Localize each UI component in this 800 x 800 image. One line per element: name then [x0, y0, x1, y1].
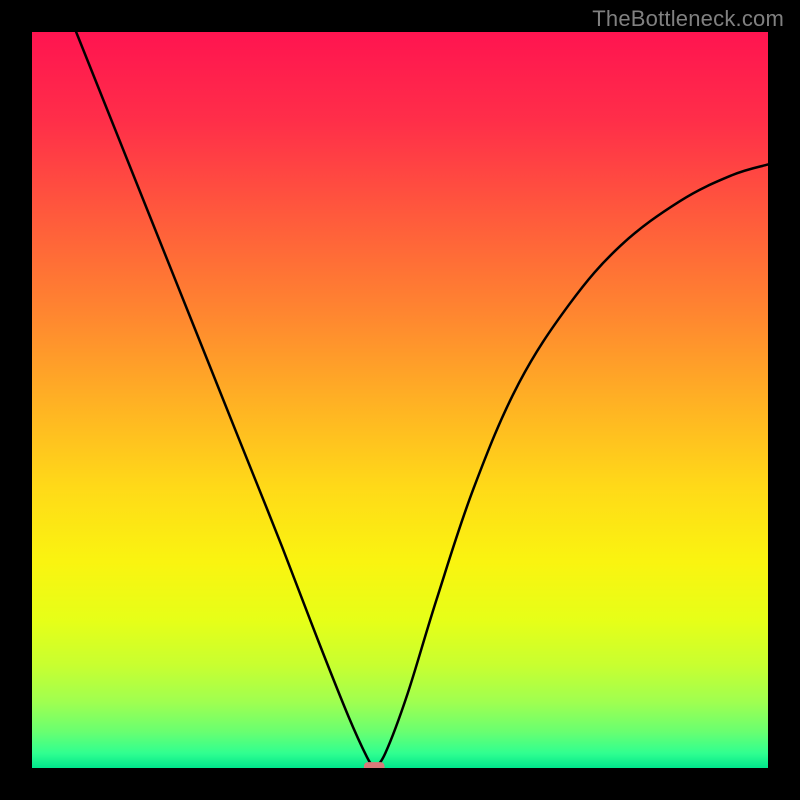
chart-svg [32, 32, 768, 768]
chart-frame: TheBottleneck.com [0, 0, 800, 800]
plot-area [32, 32, 768, 768]
minimum-marker [364, 762, 385, 768]
watermark-text: TheBottleneck.com [592, 6, 784, 32]
gradient-background [32, 32, 768, 768]
